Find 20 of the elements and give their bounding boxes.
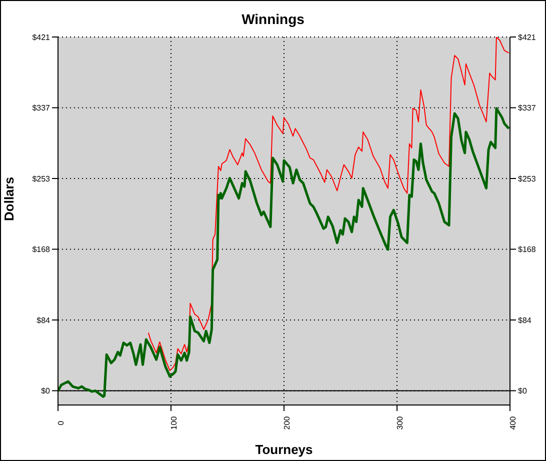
x-tick-label: 400 bbox=[508, 416, 518, 430]
x-tick-label: 300 bbox=[396, 416, 405, 430]
y2-tick-label: $84 bbox=[518, 316, 532, 325]
x-axis-title: Tourneys bbox=[255, 442, 313, 457]
x-tick-label: 0 bbox=[56, 420, 66, 426]
y2-tick-label: $421 bbox=[518, 32, 536, 42]
y-tick-label: $84 bbox=[36, 316, 51, 325]
y-tick-label: $0 bbox=[41, 386, 51, 396]
y2-tick-label: $0 bbox=[518, 386, 528, 396]
y-tick-label: $168 bbox=[32, 245, 51, 254]
x-tick-label: 100 bbox=[170, 416, 179, 430]
x-tick-label: 200 bbox=[282, 416, 292, 430]
y-tick-label: $337 bbox=[32, 104, 51, 113]
chart-title: Winnings bbox=[240, 11, 306, 27]
y-tick-label: $421 bbox=[32, 32, 51, 42]
y-axis-title: Dollars bbox=[2, 176, 17, 221]
y2-tick-label: $337 bbox=[518, 104, 536, 113]
y2-tick-label: $253 bbox=[518, 174, 536, 184]
y-tick-label: $253 bbox=[32, 174, 51, 184]
y2-tick-label: $168 bbox=[518, 245, 536, 254]
